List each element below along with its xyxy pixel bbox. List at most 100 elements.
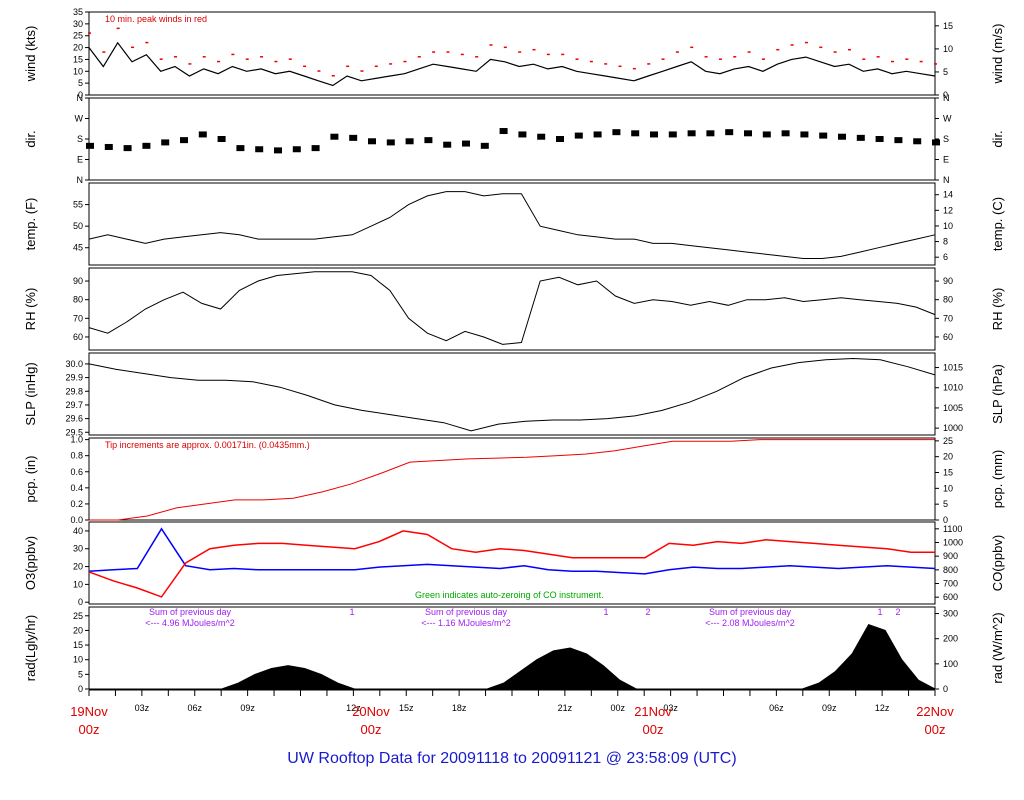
- series-slp: [88, 357, 936, 432]
- y-tick-label-right: W: [943, 114, 952, 124]
- peak-wind-mark: [604, 63, 608, 65]
- direction-mark: [480, 142, 489, 149]
- peak-wind-mark: [374, 65, 378, 68]
- y-tick-label-left: 1.0: [70, 435, 83, 445]
- peak-wind-mark: [360, 70, 364, 72]
- x-date-sub-label: 00z: [79, 722, 100, 737]
- y-tick-label-left: 20: [73, 43, 83, 53]
- y-tick-label-right: 10: [943, 483, 953, 493]
- x-date-sub-label: 00z: [925, 722, 946, 737]
- y-tick-label-left: 90: [73, 276, 83, 286]
- peak-wind-mark: [346, 65, 350, 68]
- y-tick-label-right: 1000: [943, 423, 963, 433]
- x-date-label: 22Nov: [916, 704, 954, 719]
- direction-mark: [725, 129, 734, 136]
- direction-mark: [198, 131, 207, 138]
- y-axis-label-left: SLP (inHg): [23, 362, 38, 425]
- peak-wind-mark: [704, 56, 708, 58]
- y-tick-label-right: 90: [943, 276, 953, 286]
- direction-mark: [913, 138, 922, 145]
- peak-wind-mark: [934, 63, 937, 65]
- y-tick-label-left: 29.5: [65, 427, 83, 437]
- y-tick-label-right: E: [943, 155, 949, 165]
- y-tick-label-right: S: [943, 134, 949, 144]
- y-tick-label-right: 0: [943, 684, 948, 694]
- y-tick-label-right: 600: [943, 592, 958, 602]
- y-tick-label-left: 0: [78, 597, 83, 607]
- direction-mark: [781, 130, 790, 137]
- direction-mark: [368, 138, 376, 145]
- y-tick-label-left: 25: [73, 31, 83, 41]
- series-radiation: [89, 623, 936, 690]
- y-axis-label-right: pcp. (mm): [990, 450, 1005, 509]
- peak-wind-mark: [460, 53, 464, 56]
- x-axis: [88, 689, 936, 696]
- y-tick-label-left: 15: [73, 640, 83, 650]
- radiation-marker: 1: [603, 607, 608, 617]
- y-axis-label-left: O3(ppbv): [23, 536, 38, 590]
- y-tick-label-left: 0: [78, 90, 83, 100]
- y-tick-label-left: E: [77, 155, 83, 165]
- y-tick-label-left: 20: [73, 625, 83, 635]
- y-tick-label-left: 35: [73, 7, 83, 17]
- direction-mark: [856, 134, 865, 141]
- direction-mark: [706, 130, 715, 137]
- direction-mark: [668, 131, 677, 138]
- y-tick-label-right: 60: [943, 332, 953, 342]
- x-date-label: 19Nov: [70, 704, 108, 719]
- y-axis-label-right: dir.: [990, 130, 1005, 147]
- x-hour-label: 06z: [769, 703, 784, 713]
- x-date-sub-label: 00z: [643, 722, 664, 737]
- peak-wind-mark: [847, 48, 851, 51]
- radiation-sum-label: Sum of previous day: [149, 607, 232, 617]
- wind-note: 10 min. peak winds in red: [105, 14, 207, 24]
- y-axis-label-right: temp. (C): [990, 197, 1005, 251]
- x-hour-label: 15z: [399, 703, 414, 713]
- direction-mark: [819, 132, 828, 139]
- x-hour-label: 03z: [135, 703, 150, 713]
- direction-mark: [386, 139, 395, 146]
- panel-dir: [85, 97, 940, 181]
- panel-frame: [88, 267, 936, 351]
- peak-wind-mark: [733, 56, 737, 58]
- peak-wind-mark: [747, 51, 751, 53]
- x-hour-label: 18z: [452, 703, 467, 713]
- peak-wind-mark: [876, 56, 880, 58]
- peak-wind-mark: [589, 60, 593, 63]
- peak-wind-mark: [202, 56, 206, 58]
- series-temp: [88, 191, 936, 259]
- x-hour-label: 12z: [875, 703, 890, 713]
- peak-wind-mark: [446, 51, 450, 53]
- peak-wind-mark: [718, 58, 722, 60]
- y-tick-label-right: 300: [943, 609, 958, 619]
- series-co: [88, 527, 936, 575]
- peak-wind-mark: [489, 44, 493, 46]
- y-tick-label-right: 1000: [943, 538, 963, 548]
- radiation-sum-value: <--- 2.08 MJoules/m^2: [705, 618, 795, 628]
- x-date-sub-label: 00z: [361, 722, 382, 737]
- peak-wind-mark: [661, 58, 665, 60]
- peak-wind-mark: [317, 70, 321, 72]
- y-tick-label-right: 1005: [943, 403, 963, 413]
- direction-mark: [687, 130, 696, 137]
- direction-mark: [311, 145, 320, 152]
- panel-pcp: [85, 437, 939, 521]
- y-tick-label-right: N: [943, 175, 950, 185]
- direction-mark: [142, 142, 151, 149]
- panel-frame: [88, 11, 936, 96]
- peak-wind-mark: [159, 58, 163, 60]
- co-note: Green indicates auto-zeroing of CO instr…: [415, 590, 604, 600]
- peak-wind-mark: [88, 32, 91, 34]
- series-precip: [89, 439, 935, 521]
- y-axis-label-right: rad (W/m^2): [990, 612, 1005, 683]
- x-date-label: 20Nov: [352, 704, 390, 719]
- y-tick-label-left: N: [77, 175, 84, 185]
- radiation-marker: 2: [645, 607, 650, 617]
- peak-wind-mark: [403, 60, 407, 63]
- radiation-sum-label: Sum of previous day: [709, 607, 792, 617]
- y-tick-label-left: 5: [78, 78, 83, 88]
- peak-wind-mark: [288, 58, 292, 60]
- panel-frame: [88, 97, 936, 181]
